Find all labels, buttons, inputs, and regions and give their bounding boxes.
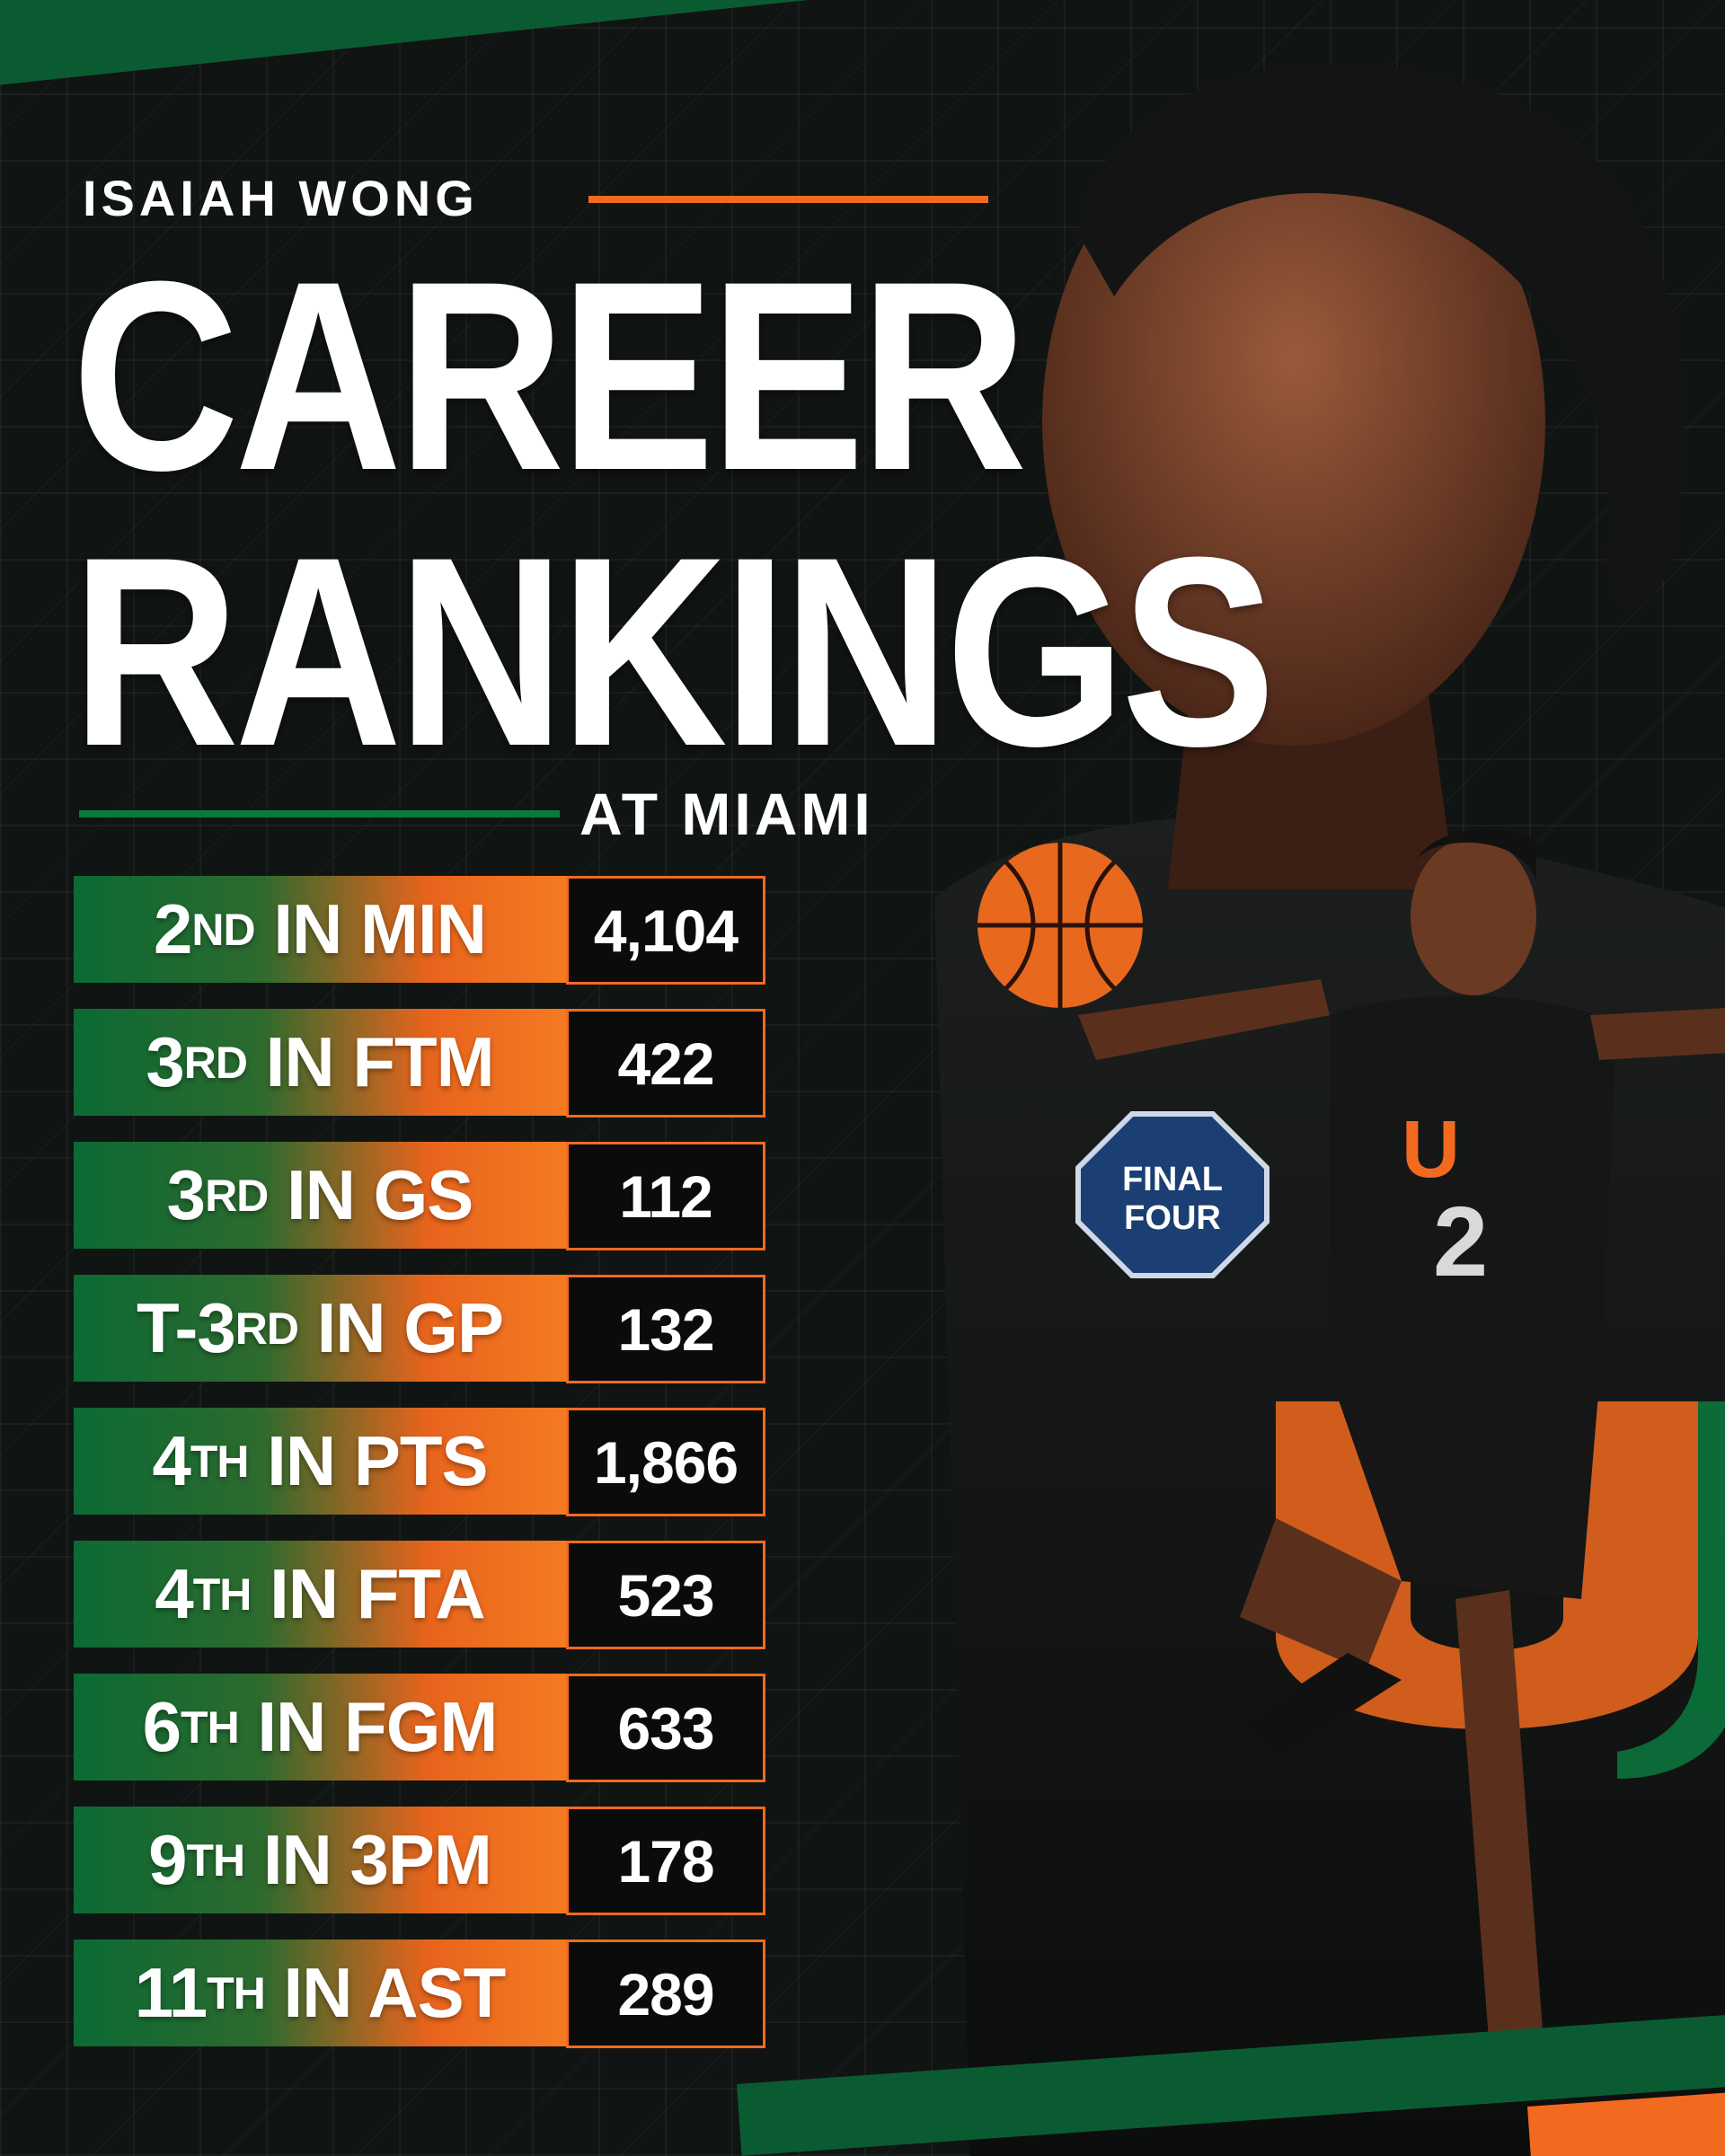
stat-name: IN MIN [273, 888, 486, 970]
stat-name: IN 3PM [263, 1819, 491, 1901]
stat-value: 112 [566, 1142, 765, 1250]
rank-number: 6 [143, 1686, 181, 1768]
rank-number: 4 [155, 1553, 192, 1635]
stat-value: 289 [566, 1940, 765, 2048]
ranking-row: 3 RD IN FTM 422 [74, 1009, 764, 1116]
stat-value: 1,866 [566, 1408, 765, 1516]
rank-suffix: TH [187, 1834, 245, 1886]
orange-divider [588, 196, 988, 203]
rank-suffix: TH [181, 1701, 239, 1754]
small-u-logo: U [1402, 1105, 1460, 1195]
ranking-row: 9 TH IN 3PM 178 [74, 1807, 764, 1913]
rank-number: T-3 [137, 1287, 235, 1369]
stat-value: 523 [566, 1541, 765, 1649]
jersey-number: 2 [1433, 1187, 1488, 1297]
rank-number: 4 [152, 1420, 190, 1502]
stat-name: IN GP [317, 1287, 503, 1369]
headline-line-2: RANKINGS [72, 517, 1271, 786]
rank-number: 2 [154, 888, 191, 970]
rank-suffix: TH [190, 1436, 249, 1488]
green-divider [79, 810, 560, 817]
rank-number: 11 [135, 1952, 207, 2034]
ranking-label: 3 RD IN FTM [74, 1009, 566, 1116]
ranking-label: T-3 RD IN GP [74, 1275, 566, 1382]
stat-name: IN FTM [266, 1021, 494, 1103]
rank-suffix: ND [191, 904, 254, 956]
stat-value: 4,104 [566, 876, 765, 985]
ranking-label: 11 TH IN AST [74, 1940, 566, 2046]
stat-value: 178 [566, 1807, 765, 1915]
rank-suffix: TH [207, 1967, 265, 2019]
ranking-row: T-3 RD IN GP 132 [74, 1275, 764, 1382]
stat-value: 132 [566, 1275, 765, 1383]
rank-suffix: RD [205, 1170, 268, 1222]
rank-number: 9 [148, 1819, 186, 1901]
rank-number: 3 [146, 1021, 183, 1103]
ranking-row: 6 TH IN FGM 633 [74, 1674, 764, 1780]
ranking-label: 9 TH IN 3PM [74, 1807, 566, 1913]
ranking-label: 4 TH IN FTA [74, 1541, 566, 1648]
stat-name: IN FGM [257, 1686, 497, 1768]
stat-name: IN FTA [270, 1553, 485, 1635]
ranking-label: 2 ND IN MIN [74, 876, 566, 983]
basketball-icon [978, 843, 1143, 1008]
final-four-patch: FINAL FOUR [1078, 1114, 1267, 1276]
patch-final: FINAL [1122, 1161, 1223, 1198]
subhead: AT MIAMI [579, 780, 874, 848]
stat-value: 422 [566, 1009, 765, 1118]
ranking-label: 4 TH IN PTS [74, 1408, 566, 1515]
rank-suffix: RD [184, 1037, 247, 1089]
stat-name: IN PTS [267, 1420, 487, 1502]
ranking-label: 3 RD IN GS [74, 1142, 566, 1249]
rank-number: 3 [167, 1154, 205, 1236]
ranking-row: 3 RD IN GS 112 [74, 1142, 764, 1249]
headline-line-1: CAREER [72, 241, 1022, 510]
player-name: ISAIAH WONG [83, 169, 479, 227]
ranking-row: 4 TH IN FTA 523 [74, 1541, 764, 1648]
ranking-row: 4 TH IN PTS 1,866 [74, 1408, 764, 1515]
rank-suffix: TH [193, 1568, 252, 1621]
ranking-row: 2 ND IN MIN 4,104 [74, 876, 764, 983]
ranking-row: 11 TH IN AST 289 [74, 1940, 764, 2046]
ranking-label: 6 TH IN FGM [74, 1674, 566, 1780]
stat-name: IN GS [287, 1154, 473, 1236]
rank-suffix: RD [235, 1303, 298, 1355]
patch-four: FOUR [1124, 1199, 1221, 1237]
stat-name: IN AST [284, 1952, 506, 2034]
stat-value: 633 [566, 1674, 765, 1782]
